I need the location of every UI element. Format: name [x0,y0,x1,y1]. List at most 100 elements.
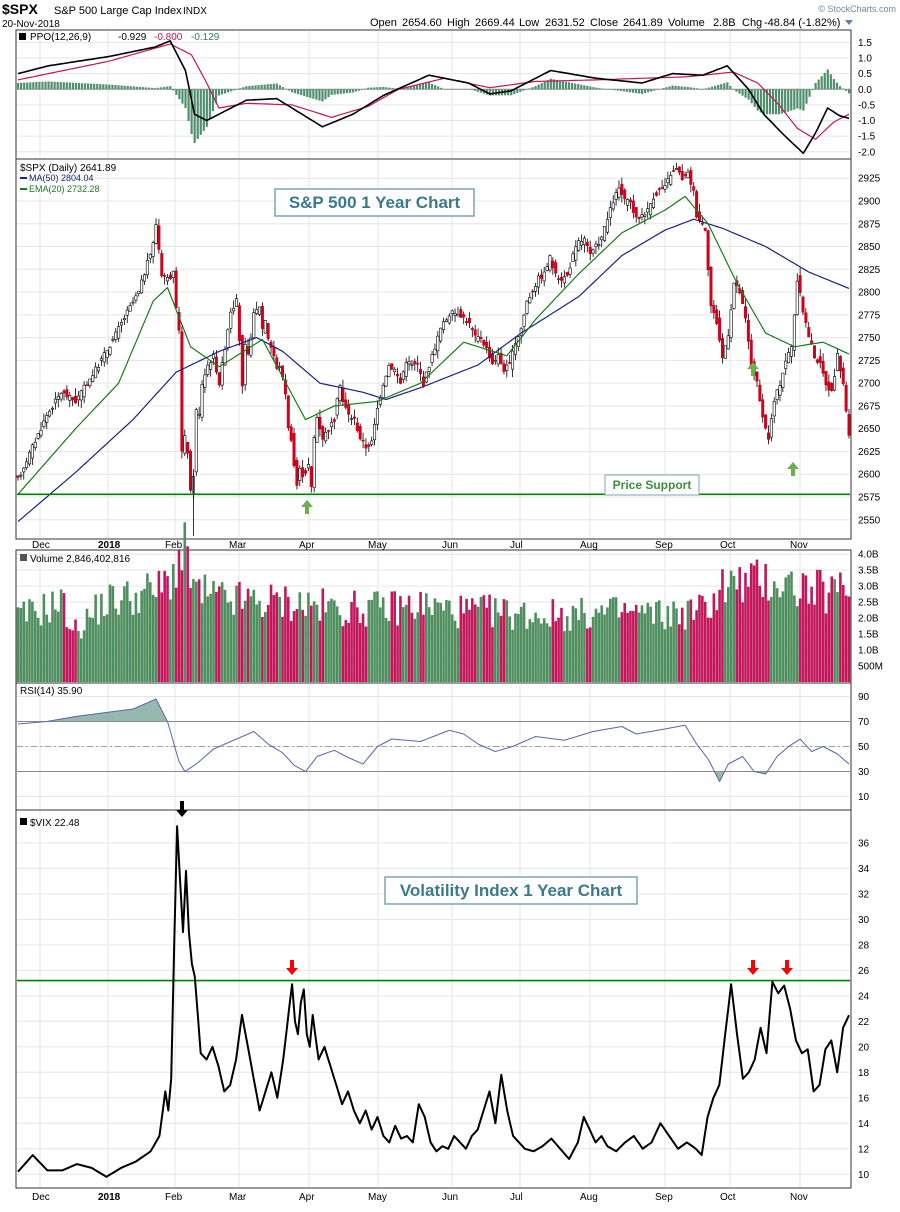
candle-up [232,307,236,312]
ppo-histogram-bar [586,85,589,90]
volume-bar [657,600,661,682]
candle-down [217,372,221,386]
volume-bar [545,623,549,682]
ppo-histogram-bar [336,89,339,95]
volume-tick-label: 1.5B [858,630,879,641]
candle-down [628,199,632,203]
volume-bar [735,589,739,682]
ppo-histogram-bar [732,89,735,90]
volume-bar [19,608,23,682]
candle-up [68,395,72,401]
volume-bar [502,599,506,682]
volume-legend: Volume 2,846,402,816 [20,554,131,565]
vix-tick-label: 26 [858,966,870,977]
volume-bar [663,629,667,682]
volume-bar [793,595,796,682]
volume-bar [698,594,701,682]
candle-down [85,384,89,387]
chevron-down-icon[interactable] [845,20,853,25]
volume-bar [232,614,235,682]
ppo-histogram-bar [787,89,790,112]
ppo-histogram-bar [132,86,135,90]
volume-bar [246,588,250,682]
candle-up [729,309,733,338]
volume-bar [738,567,742,682]
candle-up [787,352,791,364]
volume-bar [548,626,552,682]
ppo-histogram-bar [832,79,835,90]
volume-bar [123,586,126,682]
ppo-histogram-bar [172,89,175,91]
vix-tick-label: 12 [858,1144,870,1155]
volume-bar [686,600,690,682]
volume-bar [102,616,106,682]
volume-bar [16,607,20,682]
ppo-histogram-bar [589,86,592,90]
rsi-label: RSI(14) 35.90 [20,686,83,697]
volume-bar [448,600,451,682]
vix-line [17,825,850,1178]
candle-up [131,301,135,304]
ppo-histogram-bar [571,82,574,90]
volume-bar [758,585,762,682]
vix-tick-label: 36 [858,838,870,849]
volume-bar [249,596,253,682]
volume-bar [485,607,488,682]
price-panel-frame [15,158,852,540]
candle-down [654,192,658,196]
volume-bar [341,626,345,682]
candle-up [591,249,595,254]
volume-bar [430,614,434,682]
candle-down [827,381,831,391]
ppo-histogram-bar [391,88,394,90]
ppo-histogram-bar [269,84,272,90]
candle-down [286,395,290,429]
volume-bar [764,564,767,682]
candle-up [536,275,540,288]
ppo-histogram-bar [717,84,720,90]
candle-down [623,189,627,200]
candle-down [74,395,78,404]
ppo-histogram-bar [714,85,717,90]
volume-bar [643,613,647,682]
price-tick-label: 2650 [858,424,881,435]
volume-bar [97,624,100,682]
volume-bar [801,573,805,682]
ppo-histogram-bar [507,89,510,96]
candle-up [82,384,86,398]
volume-bar [335,606,339,682]
candle-up [608,207,612,219]
ppo-histogram-bar [549,78,552,90]
candle-down [462,314,466,318]
candle-up [548,255,552,271]
ppo-histogram-bar [704,88,708,90]
ppo-histogram-bar [729,86,732,90]
candle-up [229,311,233,329]
volume-bar [767,600,770,682]
candle-down [709,266,713,307]
ppo-histogram-bar [141,87,145,90]
candle-down [485,341,489,348]
price-tick-label: 2700 [858,379,881,390]
candle-up [143,274,147,282]
volume-bar [77,630,80,682]
volume-bar [563,631,566,682]
ppo-histogram-bar [324,89,327,100]
volume-bar [531,622,535,682]
candle-down [488,346,492,359]
volume-bar [836,592,839,682]
volume-bar [364,626,368,682]
volume-bar [847,596,851,682]
volume-bar [163,570,166,682]
price-panel [16,162,851,537]
candle-up [114,331,118,340]
volume-bar [577,619,581,682]
volume-bar [813,604,816,682]
candle-up [835,353,839,371]
volume-bar [243,600,247,682]
ppo-histogram-bar [239,88,242,90]
volume-bar [701,596,704,682]
candle-down [174,270,178,308]
ppo-histogram-bar [111,84,114,90]
candle-up [603,226,607,241]
